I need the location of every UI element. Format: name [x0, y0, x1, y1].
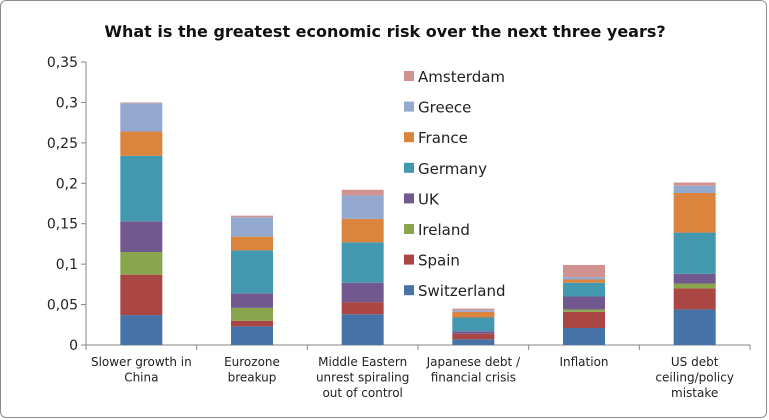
- bar-segment-uk: [120, 221, 163, 253]
- legend-label-germany: Germany: [418, 160, 487, 178]
- bar-segment-ireland: [231, 307, 273, 321]
- x-category-label: US debt ceiling/policy mistake: [655, 355, 734, 400]
- bar-segment-uk: [673, 273, 716, 284]
- bar-segment-germany: [341, 242, 384, 283]
- legend-label-ireland: Ireland: [418, 221, 470, 239]
- bar-segment-amsterdam: [673, 182, 716, 186]
- bar-segment-ireland: [673, 283, 716, 289]
- legend-swatch-ireland: [404, 224, 414, 234]
- bar-segment-greece: [120, 103, 163, 132]
- legend-label-spain: Spain: [418, 252, 460, 270]
- y-tick-label: 0: [69, 338, 78, 354]
- legend-swatch-switzerland: [404, 285, 414, 296]
- legend-label-france: France: [418, 129, 468, 147]
- bar-segment-france: [673, 192, 716, 233]
- bar-segment-germany: [231, 250, 273, 294]
- bar-segment-greece: [231, 217, 273, 237]
- bar-segment-ireland: [563, 309, 605, 312]
- y-tick-label: 0,15: [47, 217, 78, 233]
- legend-label-amsterdam: Amsterdam: [418, 68, 505, 86]
- x-category-label: Japanese debt / financial crisis: [426, 355, 521, 385]
- bar-segment-germany: [673, 232, 716, 274]
- chart-title: What is the greatest economic risk over …: [104, 22, 665, 41]
- legend-swatch-germany: [404, 162, 414, 173]
- bar-segment-france: [452, 311, 495, 318]
- bar-segment-germany: [563, 282, 605, 297]
- bar-segment-switzerland: [120, 315, 163, 345]
- legend-label-uk: UK: [418, 190, 440, 208]
- y-tick-label: 0,2: [56, 176, 78, 192]
- legend-swatch-spain: [404, 254, 414, 265]
- bar-segment-ireland: [120, 252, 163, 275]
- bar-segment-spain: [231, 320, 273, 327]
- bar-segment-greece: [341, 195, 384, 219]
- y-tick-label: 0,05: [47, 298, 78, 314]
- bar-segment-france: [231, 236, 273, 251]
- bar-segment-switzerland: [563, 328, 605, 345]
- bar-segment-france: [563, 279, 605, 283]
- bar-segment-amsterdam: [563, 264, 605, 278]
- legend-swatch-france: [404, 132, 414, 143]
- y-tick-label: 0,25: [47, 136, 78, 152]
- y-tick-label: 0,35: [47, 55, 78, 71]
- bar-segment-greece: [452, 310, 495, 312]
- bar-segment-amsterdam: [231, 215, 273, 218]
- bar-segment-amsterdam: [452, 308, 495, 311]
- bar-segment-switzerland: [341, 314, 384, 345]
- x-category-label: Middle Eastern unrest spiraling out of con…: [316, 355, 409, 400]
- bar-segment-spain: [563, 311, 605, 329]
- bar-segment-uk: [563, 296, 605, 310]
- legend-label-greece: Greece: [418, 99, 471, 117]
- bar-segment-spain: [452, 333, 495, 340]
- bar-segment-amsterdam: [341, 189, 384, 196]
- x-category-label: Inflation: [559, 355, 608, 369]
- bar-segment-switzerland: [452, 339, 495, 345]
- legend-swatch-amsterdam: [404, 71, 414, 81]
- x-category-label: Slower growth in China: [91, 355, 192, 385]
- bar-segment-france: [120, 131, 163, 156]
- bar-segment-amsterdam: [120, 102, 163, 104]
- bar-segment-spain: [120, 274, 163, 316]
- legend-swatch-uk: [404, 193, 414, 204]
- bar-segment-uk: [341, 282, 384, 303]
- bar-segment-france: [341, 218, 384, 243]
- y-tick-label: 0,3: [56, 95, 78, 111]
- bar-segment-spain: [341, 302, 384, 315]
- bar-segment-greece: [673, 185, 716, 193]
- legend-swatch-greece: [404, 101, 414, 112]
- bar-segment-switzerland: [673, 309, 716, 345]
- bar-segment-germany: [120, 155, 163, 222]
- bar-segment-switzerland: [231, 326, 273, 345]
- y-tick-label: 0,1: [56, 257, 78, 273]
- legend-label-switzerland: Switzerland: [418, 282, 506, 300]
- x-category-label: Eurozone breakup: [224, 355, 280, 385]
- bar-segment-germany: [452, 317, 495, 332]
- bar-segment-uk: [231, 293, 273, 308]
- bar-segment-greece: [563, 277, 605, 280]
- bar-segment-uk: [452, 331, 495, 334]
- bar-segment-spain: [673, 288, 716, 310]
